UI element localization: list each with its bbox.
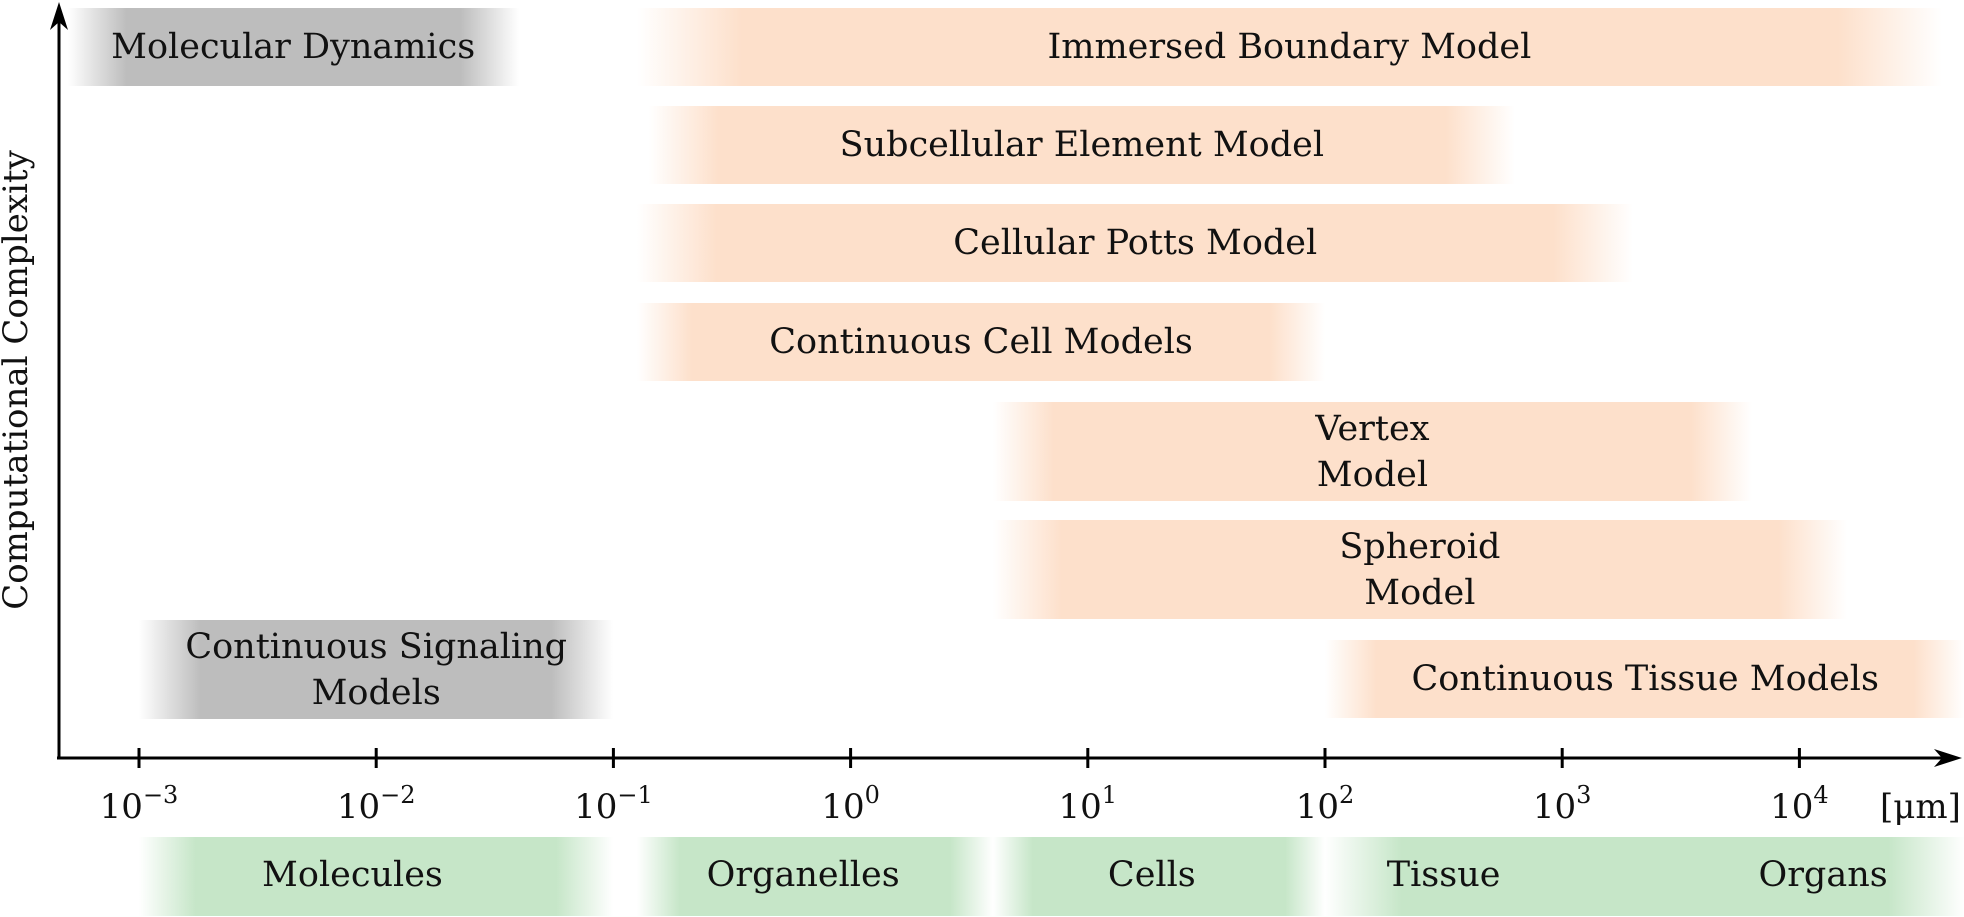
- scale-label-organs: Organs: [1758, 855, 1888, 895]
- x-tick-label: 104: [1770, 781, 1829, 827]
- x-axis-unit-label: [μm]: [1880, 787, 1961, 827]
- model-band-cellular-potts: Cellular Potts Model: [637, 204, 1634, 282]
- scale-label-molecules: Molecules: [262, 855, 443, 895]
- model-band-subcellular-element: Subcellular Element Model: [648, 106, 1515, 184]
- x-tick-label: 10−2: [336, 781, 416, 827]
- x-tick-label: 10−1: [574, 781, 653, 827]
- x-tick-label: 101: [1058, 781, 1118, 827]
- scale-label-tissue: Tissue: [1386, 855, 1501, 895]
- model-band-continuous-signaling: Continuous Signaling Models: [139, 620, 614, 719]
- x-tick-label: 103: [1532, 781, 1592, 827]
- y-axis-label: Computational Complexity: [0, 150, 36, 610]
- scale-band-organelles: [637, 837, 993, 916]
- scale-band-molecules: [139, 837, 614, 916]
- scale-label-cells: Cells: [1107, 855, 1196, 895]
- model-band-vertex: Vertex Model: [992, 402, 1752, 501]
- scale-band-tissue-organs: [1325, 837, 1964, 916]
- model-band-continuous-tissue: Continuous Tissue Models: [1325, 640, 1964, 718]
- y-axis-arrow: [50, 2, 68, 30]
- scale-band-cells: [992, 837, 1325, 916]
- model-band-immersed-boundary: Immersed Boundary Model: [637, 8, 1942, 86]
- x-axis-ticks: [137, 748, 1801, 768]
- x-tick-label: 10−3: [99, 781, 179, 827]
- scale-label-organelles: Organelles: [706, 855, 900, 895]
- model-band-spheroid: Spheroid Model: [992, 520, 1847, 619]
- x-axis-arrow: [1934, 749, 1962, 767]
- model-band-continuous-cell: Continuous Cell Models: [637, 303, 1325, 381]
- model-band-molecular-dynamics: Molecular Dynamics: [67, 8, 519, 86]
- x-tick-label: 100: [821, 781, 880, 827]
- x-tick-label: 102: [1295, 781, 1355, 827]
